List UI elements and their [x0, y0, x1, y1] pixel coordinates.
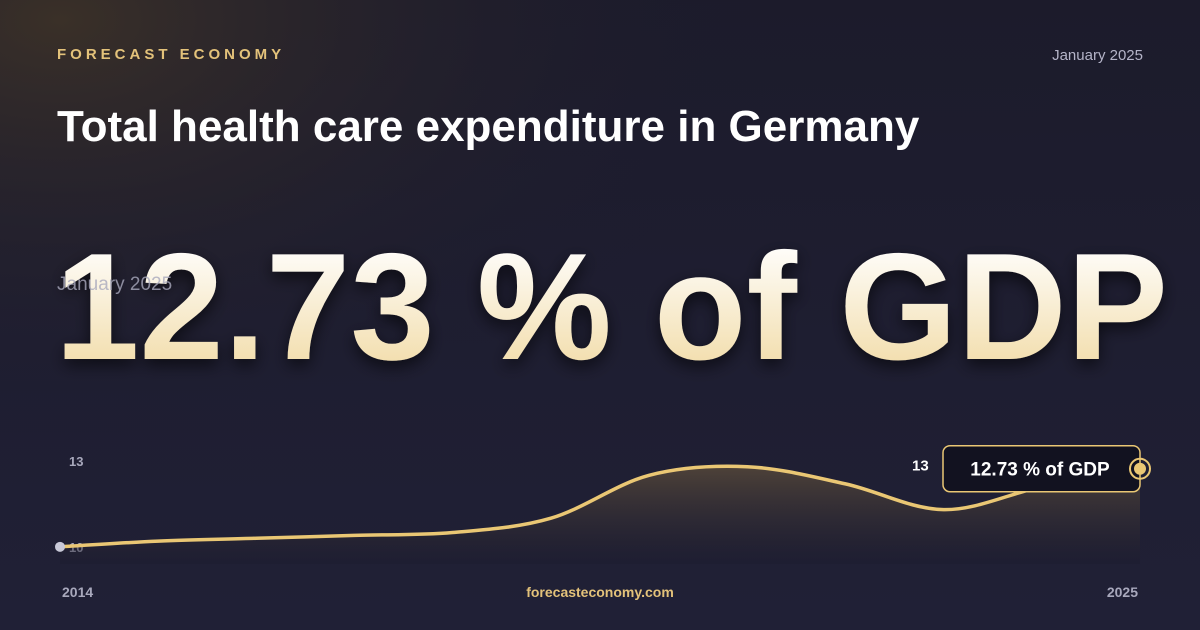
footer: forecasteconomy.com [526, 584, 674, 600]
end-point [1134, 462, 1146, 475]
start-point [55, 541, 65, 552]
line [58, 464, 1142, 549]
title: Total health care expenditure in Germany [57, 102, 920, 151]
callout-label: 12.73 % of GDP [970, 460, 1110, 481]
x-tick-label: 2014 [62, 584, 93, 600]
date: January 2025 [1052, 47, 1143, 64]
end-label: 13 [912, 458, 929, 475]
headline: 12.73 % of GDP [55, 222, 1168, 392]
headline-date: January 2025 [57, 274, 172, 295]
brand: FORECAST ECONOMY [57, 46, 285, 63]
x-tick-label: 2025 [1107, 584, 1138, 600]
end-ring [1129, 457, 1151, 480]
y-tick-label: 13 [69, 454, 83, 469]
area [60, 466, 1140, 564]
